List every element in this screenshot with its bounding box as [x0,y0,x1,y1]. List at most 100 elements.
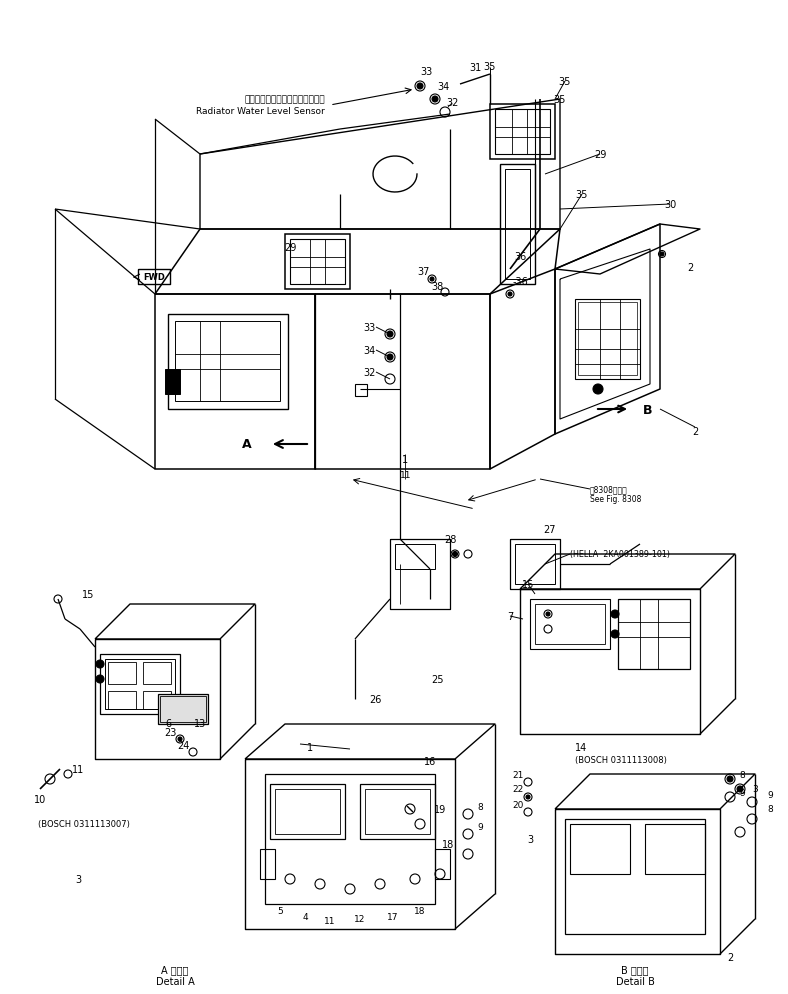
Circle shape [526,795,530,799]
Bar [270,784,345,839]
Circle shape [508,292,512,296]
Text: 35: 35 [484,62,496,72]
Text: 9: 9 [477,823,483,832]
Text: 35: 35 [554,94,567,105]
Text: 15: 15 [82,589,95,599]
Text: 20: 20 [512,800,524,809]
Bar [290,240,345,284]
Text: 17: 17 [387,912,399,921]
Text: 26: 26 [369,694,381,705]
Bar [530,599,610,649]
Text: 2: 2 [692,426,698,436]
Text: 7: 7 [507,611,513,621]
Bar [108,662,136,684]
Text: 35: 35 [559,77,571,86]
Bar [165,370,180,395]
Text: A: A [242,438,252,451]
Bar [495,110,550,155]
Bar [535,604,605,644]
Circle shape [432,96,438,103]
Bar [143,662,171,684]
Bar [505,170,530,279]
Circle shape [546,612,550,616]
Text: 14: 14 [575,743,587,752]
Circle shape [387,332,393,338]
Text: 2: 2 [687,262,693,272]
Text: 9: 9 [739,787,745,797]
Text: 4: 4 [302,912,308,921]
Text: 3: 3 [752,784,758,793]
Text: 9: 9 [768,789,773,799]
Text: 32: 32 [447,97,459,108]
Text: B: B [643,404,652,416]
Text: 28: 28 [444,535,456,545]
Text: 25: 25 [432,674,444,684]
Text: 10: 10 [34,794,46,804]
Bar [490,105,555,160]
Text: See Fig. 8308: See Fig. 8308 [590,495,641,504]
Text: 13: 13 [194,719,206,729]
Text: 2: 2 [727,952,733,962]
Text: 6: 6 [165,719,171,729]
Text: 24: 24 [177,741,189,750]
Text: 8: 8 [739,769,745,778]
Text: 第8308図参照: 第8308図参照 [590,485,628,494]
Text: 36: 36 [514,251,526,261]
Bar [360,784,435,839]
Bar [158,694,208,725]
Bar [395,545,435,570]
Bar [260,849,275,879]
Bar [105,659,175,710]
Text: Detail B: Detail B [615,976,655,986]
Text: 34: 34 [364,346,376,356]
Circle shape [611,610,619,618]
Text: 31: 31 [469,63,481,73]
Text: 22: 22 [512,784,523,793]
Text: 30: 30 [663,200,676,210]
Bar [500,165,535,284]
Text: 11: 11 [72,764,84,774]
Text: Detail A: Detail A [155,976,195,986]
Bar [100,654,180,715]
Text: 8: 8 [477,803,483,812]
Bar [365,789,430,834]
Circle shape [611,630,619,638]
Text: -36: -36 [512,276,528,286]
Bar [575,300,640,380]
Bar [515,545,555,584]
Text: 1: 1 [307,743,313,752]
Bar [565,819,705,934]
Text: 33: 33 [420,67,432,77]
Text: 23: 23 [164,728,177,738]
Text: ラジエータウォータレベルセンサ: ラジエータウォータレベルセンサ [244,95,325,104]
Bar [275,789,340,834]
Text: 18: 18 [414,907,426,915]
Text: 37: 37 [418,266,430,276]
Text: 3: 3 [75,874,81,884]
Text: 29: 29 [284,243,296,252]
Circle shape [727,776,733,782]
Circle shape [452,552,458,557]
Bar [265,774,435,905]
Text: 1: 1 [402,454,408,464]
Text: 19: 19 [434,804,446,814]
Circle shape [430,277,434,281]
Bar [645,824,705,874]
Text: 29: 29 [594,150,606,160]
Text: B 詳細図: B 詳細図 [621,964,649,974]
Text: (BOSCH 0311113007): (BOSCH 0311113007) [38,820,130,829]
Bar [355,385,367,397]
Bar [618,599,690,669]
Text: 12: 12 [355,914,366,923]
Circle shape [387,355,393,361]
Circle shape [660,252,664,256]
Bar [168,315,288,410]
Bar [108,691,136,710]
Circle shape [178,738,182,742]
Text: 16: 16 [424,756,436,766]
Circle shape [737,786,743,792]
Text: 21: 21 [512,769,524,778]
Text: 27: 27 [544,525,556,535]
Text: 11: 11 [400,470,412,479]
Bar [570,824,630,874]
